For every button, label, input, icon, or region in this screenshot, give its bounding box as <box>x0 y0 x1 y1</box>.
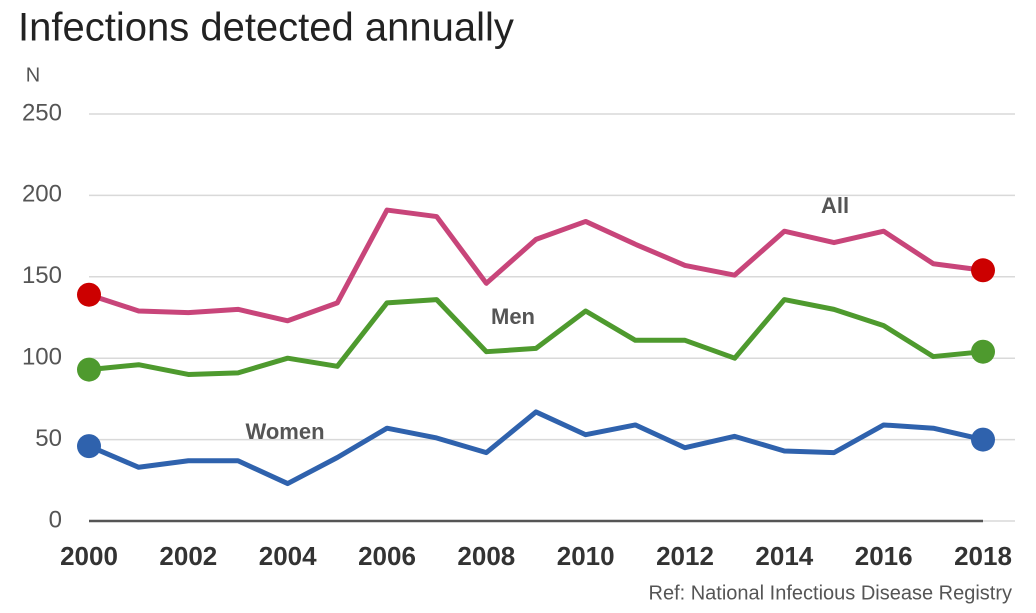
endpoint-marker <box>77 434 101 459</box>
source: Ref: National Infectious Disease Registr… <box>649 582 1013 604</box>
x-tick-label: 2002 <box>159 541 217 571</box>
x-tick-label: 2010 <box>557 541 615 571</box>
series-line <box>88 297 984 377</box>
y-tick-label: 100 <box>22 344 62 371</box>
endpoint-marker <box>971 339 995 364</box>
endpoint-marker <box>971 427 995 452</box>
y-axis-label: N <box>26 64 40 86</box>
chart-title: Infections detected annually <box>18 6 514 50</box>
x-tick-label: 2000 <box>60 541 118 571</box>
x-tick-label: 2006 <box>358 541 416 571</box>
series-label: Women <box>245 419 324 444</box>
x-tick-label: 2012 <box>656 541 714 571</box>
x-tick-label: 2016 <box>855 541 913 571</box>
series-line <box>88 409 984 487</box>
series-label: Men <box>491 304 535 329</box>
endpoint-marker <box>77 357 101 382</box>
series-line <box>88 207 984 324</box>
endpoint-marker <box>77 282 101 307</box>
x-tick-label: 2018 <box>954 541 1012 571</box>
series-label: All <box>821 193 849 218</box>
endpoint-marker <box>971 258 995 283</box>
y-tick-label: 200 <box>22 181 62 208</box>
y-tick-label: 50 <box>35 425 62 452</box>
x-tick-label: 2004 <box>259 541 317 571</box>
x-tick-label: 2014 <box>755 541 813 571</box>
y-tick-label: 150 <box>22 262 62 289</box>
x-tick-label: 2008 <box>457 541 515 571</box>
y-tick-label: 250 <box>22 99 62 126</box>
y-tick-label: 0 <box>49 506 62 533</box>
